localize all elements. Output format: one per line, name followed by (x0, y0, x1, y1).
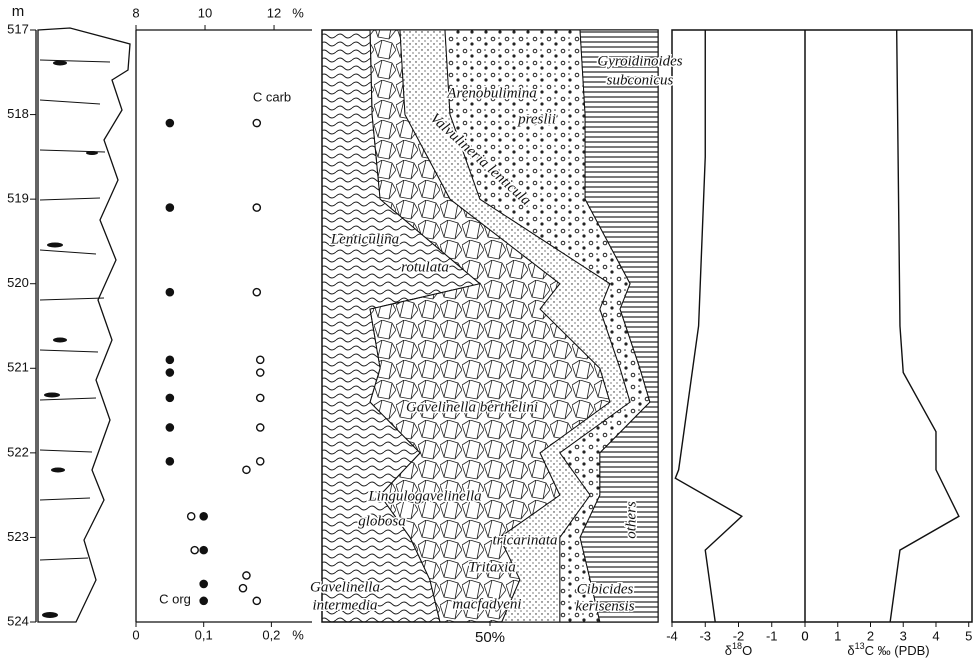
taxon-label: Gyroidinoides (597, 53, 682, 69)
point (200, 513, 207, 520)
taxon-label: Arenobulimina (446, 85, 536, 101)
x-unit: % (292, 627, 304, 642)
x-axis-label-part: 18 (732, 641, 742, 651)
y-tick-label: 521 (7, 360, 29, 375)
y-tick-label: 517 (7, 21, 29, 36)
point (191, 547, 198, 554)
taxon-label: globosa (358, 513, 406, 529)
point (166, 204, 173, 211)
x-tick-label: -1 (766, 628, 778, 643)
point (243, 572, 250, 579)
x-axis-label-part: δ (725, 643, 732, 658)
point (253, 597, 260, 604)
x-axis-label-part: δ (847, 643, 854, 658)
point (166, 369, 173, 376)
point (257, 369, 264, 376)
taxon-label: rotulata (401, 259, 449, 275)
point (166, 458, 173, 465)
lithology-column (38, 28, 130, 622)
x2-tick-label: 12 (267, 5, 281, 20)
point (257, 458, 264, 465)
x-axis-label-part: 13 (855, 641, 865, 651)
figure: m51751851952052152252352400,10,2%81012%C… (0, 0, 979, 662)
taxon-label: Tritaxia (468, 559, 516, 575)
x-tick-label: 0,2 (262, 627, 280, 642)
taxon-label: subconicus (607, 72, 674, 88)
x-tick-label: 2 (867, 628, 874, 643)
point (257, 356, 264, 363)
x2-tick-label: 8 (132, 5, 139, 20)
y-tick-label: 523 (7, 529, 29, 544)
taxon-label: kerisensis (575, 598, 634, 614)
taxon-label: Lingulogavelinella (367, 488, 481, 504)
taxon-label: others (623, 501, 639, 539)
point (166, 356, 173, 363)
taxon-label: intermedia (313, 597, 378, 613)
series-label: C carb (253, 89, 291, 104)
isotope-line (675, 30, 742, 622)
point (200, 580, 207, 587)
point (253, 119, 260, 126)
x-tick-label: 4 (932, 628, 939, 643)
taxon-label: Gavelinella berthelini (406, 399, 538, 415)
y-tick-label: 518 (7, 106, 29, 121)
point (166, 394, 173, 401)
y-axis-label: m (12, 3, 25, 20)
y-tick-label: 522 (7, 444, 29, 459)
point (200, 597, 207, 604)
point (257, 424, 264, 431)
taxon-label: Gavelinella (310, 579, 380, 595)
x-tick-label: 5 (965, 628, 972, 643)
taxon-label: macfadyeni (452, 596, 521, 612)
x-axis-label-part: O (742, 643, 752, 658)
point (166, 119, 173, 126)
point (253, 289, 260, 296)
x-tick-label: 0 (801, 628, 808, 643)
x2-unit: % (292, 5, 304, 20)
taxon-label: tricarinata (492, 532, 557, 548)
x-tick-label: 0 (132, 627, 139, 642)
taxon-label: Lenticulina (330, 231, 399, 247)
x-axis-label-part: C ‰ (PDB) (865, 643, 930, 658)
point (200, 547, 207, 554)
x-tick-label: 3 (900, 628, 907, 643)
point (253, 204, 260, 211)
series-label: C org (159, 591, 191, 606)
point (188, 513, 195, 520)
taxon-label: preslii (517, 111, 556, 127)
x-tick-label: 0,1 (195, 627, 213, 642)
taxon-label: Cibicides (577, 581, 634, 597)
x-tick-label: 1 (834, 628, 841, 643)
x-tick-label: 50% (475, 629, 505, 646)
isotope-frame (672, 30, 972, 622)
point (166, 289, 173, 296)
x-axis-label: δ18O (725, 641, 752, 658)
point (239, 585, 246, 592)
x-axis-label: δ13C ‰ (PDB) (847, 641, 929, 658)
isotope-line (890, 30, 959, 622)
x2-tick-label: 10 (198, 5, 212, 20)
y-tick-label: 524 (7, 613, 29, 628)
point (257, 394, 264, 401)
x-tick-label: -4 (666, 628, 678, 643)
point (243, 466, 250, 473)
x-tick-label: -3 (699, 628, 711, 643)
y-tick-label: 519 (7, 191, 29, 206)
y-tick-label: 520 (7, 275, 29, 290)
point (166, 424, 173, 431)
